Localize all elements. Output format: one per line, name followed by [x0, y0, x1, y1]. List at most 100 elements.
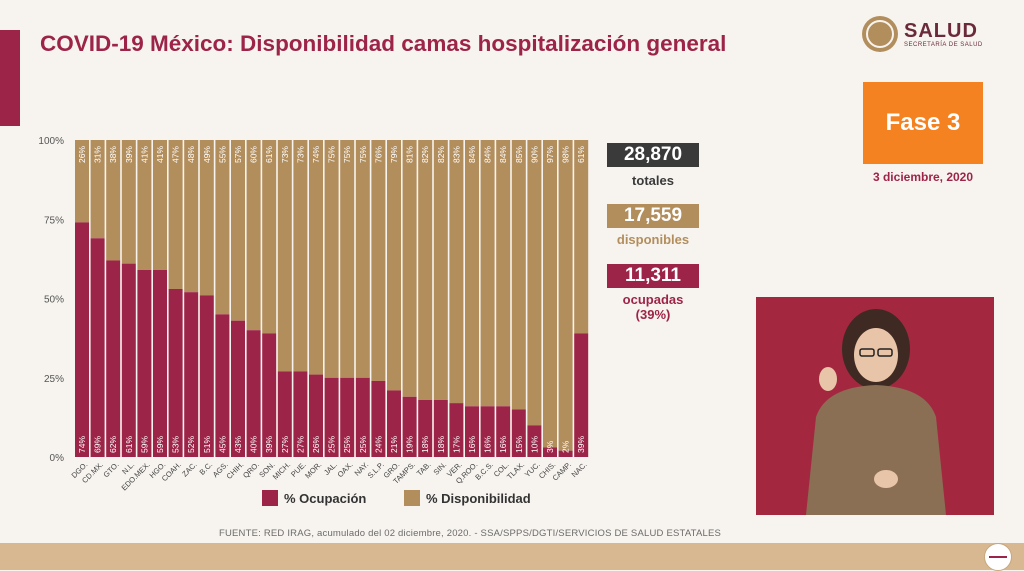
bar-disponibilidad — [465, 140, 479, 407]
bar-disponibilidad — [496, 140, 511, 407]
bar-disponibilidad — [371, 140, 386, 381]
data-label-ocupacion: 10% — [529, 436, 539, 453]
bar-ocupacion — [527, 425, 542, 457]
bar-disponibilidad — [184, 140, 199, 293]
bar-ocupacion — [106, 260, 121, 457]
y-tick-label: 100% — [38, 136, 64, 147]
y-tick-label: 25% — [44, 374, 64, 385]
bar-ocupacion — [90, 238, 105, 457]
x-tick-label: ZAC. — [180, 460, 198, 478]
sign-language-interpreter-video — [756, 297, 994, 515]
data-label-disponibilidad: 97% — [545, 146, 555, 163]
x-tick-label: MICH. — [271, 460, 292, 481]
bar-disponibilidad — [121, 140, 136, 264]
bar-disponibilidad — [168, 140, 183, 289]
data-label-disponibilidad: 39% — [124, 146, 134, 163]
data-label-disponibilidad: 49% — [202, 146, 212, 163]
data-label-ocupacion: 19% — [405, 436, 415, 453]
data-label-ocupacion: 59% — [139, 436, 149, 453]
data-label-ocupacion: 21% — [389, 436, 399, 453]
data-label-ocupacion: 24% — [373, 436, 383, 453]
data-label-disponibilidad: 98% — [561, 146, 571, 163]
bars: 26% 74% 31% 69% 38% 62% 39% 61% 41% 59% 41% 59% 47% 5… — [75, 140, 589, 457]
data-label-disponibilidad: 75% — [358, 146, 368, 163]
bar-ocupacion — [184, 292, 199, 457]
bar-ocupacion — [199, 295, 214, 457]
bar-disponibilidad — [543, 140, 557, 448]
interpreter-body — [806, 385, 946, 515]
data-label-disponibilidad: 85% — [514, 146, 524, 163]
bar-ocupacion — [496, 406, 511, 457]
bar-disponibilidad — [75, 140, 89, 223]
footer-band — [0, 543, 1024, 570]
available-beds-badge: 17,559 — [607, 204, 699, 228]
bar-ocupacion — [246, 330, 261, 457]
bar-disponibilidad — [246, 140, 261, 331]
data-label-disponibilidad: 82% — [436, 146, 446, 163]
data-label-disponibilidad: 55% — [217, 146, 227, 163]
data-label-ocupacion: 2% — [561, 440, 571, 453]
data-label-ocupacion: 15% — [514, 436, 524, 453]
bar-disponibilidad — [480, 140, 495, 407]
data-label-disponibilidad: 75% — [327, 146, 337, 163]
data-label-disponibilidad: 57% — [233, 146, 243, 163]
bar-disponibilidad — [387, 140, 401, 391]
data-label-ocupacion: 3% — [545, 440, 555, 453]
bar-ocupacion — [340, 377, 355, 457]
data-label-disponibilidad: 73% — [295, 146, 305, 163]
bar-ocupacion — [574, 333, 589, 457]
data-label-disponibilidad: 83% — [451, 146, 461, 163]
bar-disponibilidad — [340, 140, 355, 378]
data-label-ocupacion: 26% — [311, 436, 321, 453]
legend-swatch — [404, 490, 420, 506]
data-label-disponibilidad: 41% — [155, 146, 165, 163]
phase-badge: Fase 3 — [863, 82, 983, 164]
legend-label: % Ocupación — [284, 491, 366, 506]
bar-disponibilidad — [355, 140, 370, 378]
data-label-ocupacion: 16% — [498, 436, 508, 453]
data-label-ocupacion: 25% — [358, 436, 368, 453]
data-label-ocupacion: 43% — [233, 436, 243, 453]
bar-ocupacion — [480, 406, 495, 457]
gobierno-mexico-seal-icon — [984, 543, 1012, 571]
x-tick-label: TLAX. — [505, 460, 526, 481]
data-label-disponibilidad: 61% — [264, 146, 274, 163]
occupied-beds-label: ocupadas (39%) — [622, 292, 684, 322]
bar-ocupacion — [418, 399, 433, 457]
data-label-disponibilidad: 79% — [389, 146, 399, 163]
bar-disponibilidad — [277, 140, 292, 372]
source-footnote: FUENTE: RED IRAG, acumulado del 02 dicie… — [218, 528, 722, 539]
data-label-disponibilidad: 73% — [280, 146, 290, 163]
bar-disponibilidad — [527, 140, 542, 426]
data-label-disponibilidad: 84% — [498, 146, 508, 163]
bar-disponibilidad — [402, 140, 417, 397]
logo-subtitle: SECRETARÍA DE SALUD — [904, 41, 983, 48]
occupied-beds-badge: 11,311 — [607, 264, 699, 288]
bar-disponibilidad — [199, 140, 214, 296]
data-label-ocupacion: 69% — [93, 436, 103, 453]
data-label-ocupacion: 18% — [420, 436, 430, 453]
x-tick-label: NAC. — [570, 460, 589, 479]
data-label-disponibilidad: 74% — [311, 146, 321, 163]
available-beds-label: disponibles — [616, 232, 690, 247]
bar-disponibilidad — [433, 140, 448, 400]
bar-ocupacion — [75, 222, 89, 457]
bar-disponibilidad — [324, 140, 339, 378]
x-tick-label: OAX. — [336, 460, 355, 479]
bar-ocupacion — [324, 377, 339, 457]
total-beds-label: totales — [632, 173, 674, 188]
x-tick-label: MOR. — [303, 460, 323, 480]
data-label-disponibilidad: 61% — [576, 146, 586, 163]
title-accent-bar — [0, 30, 20, 126]
page-title: COVID-19 México: Disponibilidad camas ho… — [40, 31, 727, 56]
data-label-ocupacion: 59% — [155, 436, 165, 453]
data-label-ocupacion: 74% — [77, 436, 87, 453]
report-date: 3 diciembre, 2020 — [872, 170, 974, 184]
bar-ocupacion — [309, 374, 323, 457]
data-label-ocupacion: 17% — [451, 436, 461, 453]
bar-ocupacion — [231, 320, 245, 457]
data-label-ocupacion: 53% — [171, 436, 181, 453]
data-label-disponibilidad: 26% — [77, 146, 87, 163]
bar-disponibilidad — [106, 140, 121, 261]
data-label-ocupacion: 39% — [576, 436, 586, 453]
